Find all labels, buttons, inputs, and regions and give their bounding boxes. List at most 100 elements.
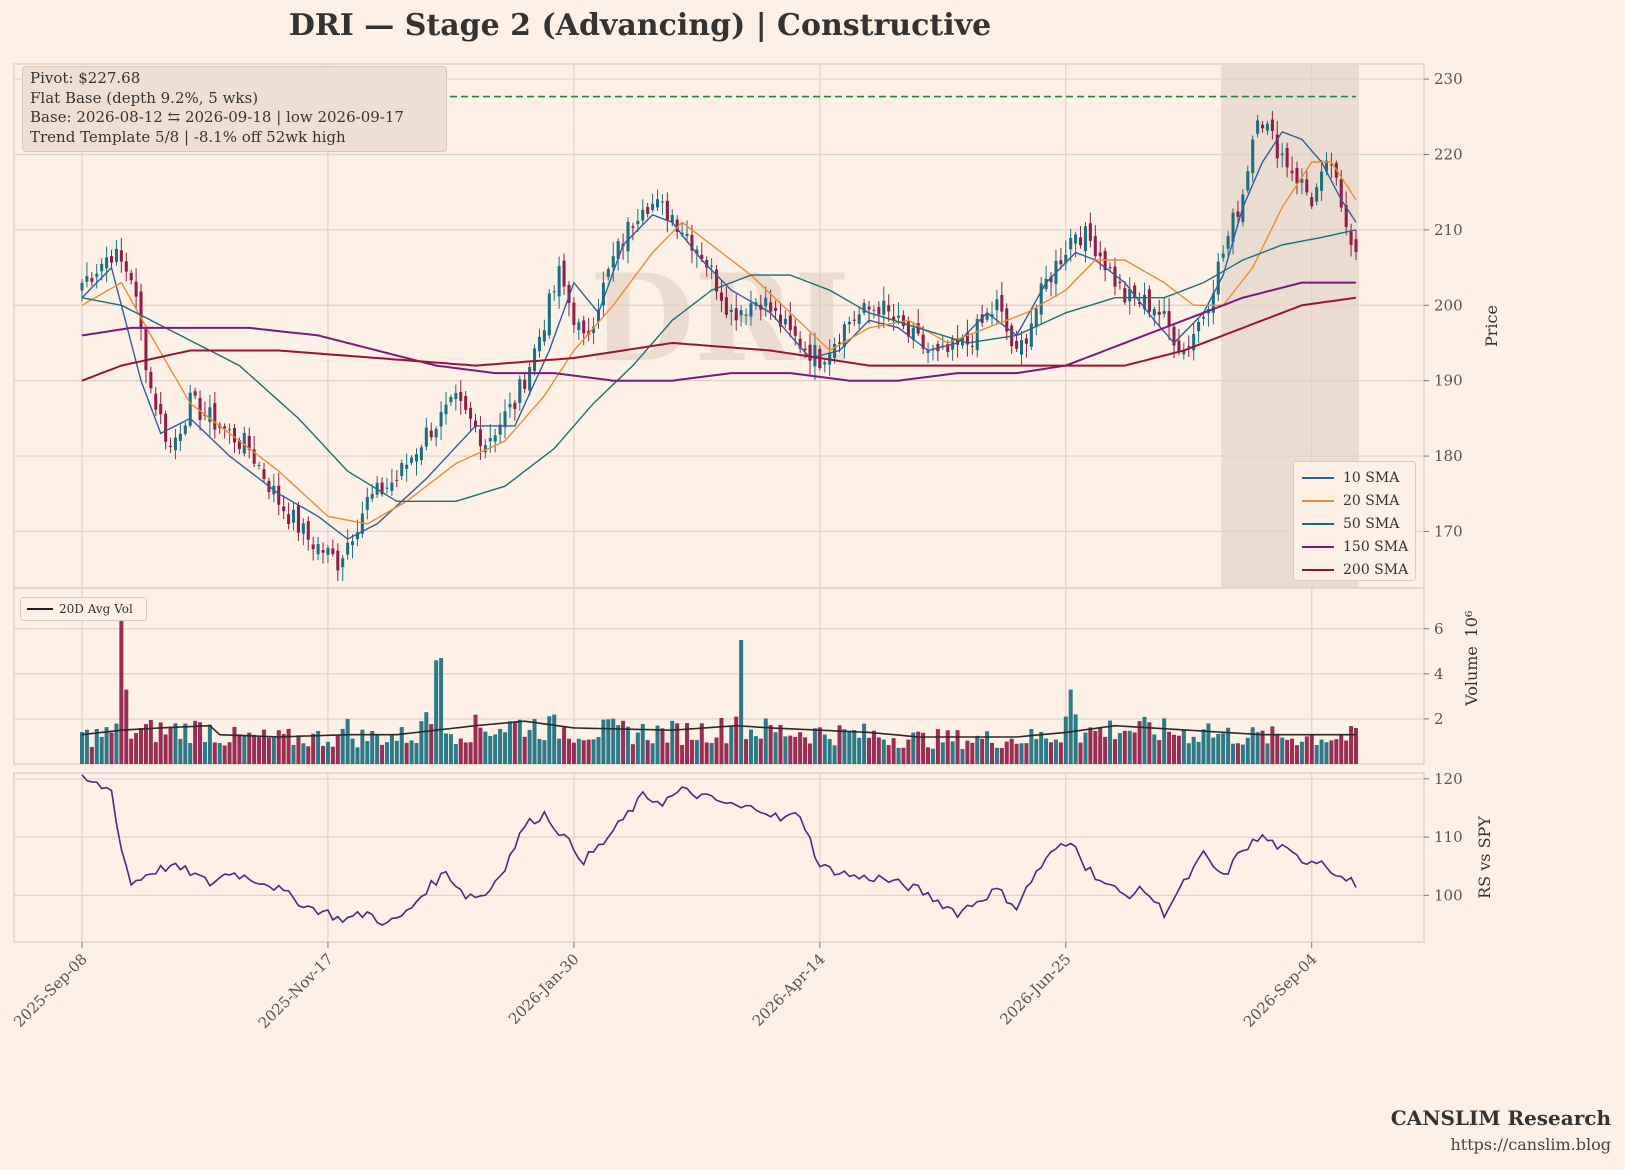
volume-bar xyxy=(257,736,262,764)
volume-bar xyxy=(640,723,645,764)
candle-body xyxy=(995,299,999,311)
candle-body xyxy=(1098,252,1102,257)
volume-bar xyxy=(222,745,227,764)
candle-body xyxy=(1246,171,1250,191)
volume-bar xyxy=(1353,727,1359,764)
candle-body xyxy=(616,241,620,259)
candle-body xyxy=(1187,346,1191,348)
candle-body xyxy=(173,437,177,451)
volume-bar xyxy=(1171,734,1177,764)
candle-body xyxy=(528,367,532,391)
volume-bar xyxy=(237,734,242,764)
volume-bar xyxy=(965,740,970,764)
base-dates-text: Base: 2026-08-12 ⇆ 2026-09-18 | low 2026… xyxy=(30,108,404,126)
volume-bar xyxy=(778,724,783,764)
volume-bar xyxy=(355,747,360,764)
volume-bar xyxy=(443,733,449,764)
rs-frame xyxy=(13,772,1425,943)
volume-bar xyxy=(458,738,463,764)
candle-body xyxy=(341,558,345,568)
volume-bar xyxy=(517,719,522,764)
volume-bar xyxy=(163,734,168,764)
candle-body xyxy=(1034,308,1038,327)
candle-body xyxy=(105,257,109,269)
volume-bar xyxy=(252,734,257,764)
volume-panel: 2 4 6 Volume 10⁶ xyxy=(13,587,1481,765)
volume-bar xyxy=(621,720,626,764)
avg-volume-line xyxy=(81,720,1356,738)
candle-body xyxy=(1290,170,1294,174)
volume-bar xyxy=(1206,723,1211,764)
volume-bar xyxy=(916,731,921,764)
candle-body xyxy=(213,403,217,430)
candle-body xyxy=(1029,323,1033,347)
sma-line-50 xyxy=(81,229,1357,502)
volume-bar xyxy=(724,743,729,764)
price-tick-label: 170 xyxy=(1434,522,1463,540)
candle-body xyxy=(405,464,409,469)
candle-body xyxy=(596,309,601,322)
volume-bar xyxy=(1221,733,1226,764)
volume-bar xyxy=(1108,720,1113,764)
volume-bar xyxy=(1275,733,1280,764)
candle-body xyxy=(892,316,896,321)
volume-bar xyxy=(729,726,734,764)
volume-bar xyxy=(566,738,571,764)
candle-body xyxy=(223,426,227,429)
volume-bar xyxy=(906,739,911,764)
volume-bar xyxy=(399,727,404,764)
legend-entry: 20 SMA xyxy=(1302,489,1407,512)
volume-bar xyxy=(714,737,719,764)
footer-url: https://canslim.blog xyxy=(1450,1135,1611,1154)
candle-body xyxy=(862,303,866,313)
volume-bar xyxy=(1334,739,1339,764)
candle-body xyxy=(842,324,846,347)
volume-bar xyxy=(276,730,281,764)
volume-bar xyxy=(827,739,832,764)
candle-body xyxy=(719,292,723,301)
trend-template-text: Trend Template 5/8 | -8.1% off 52wk high xyxy=(30,127,346,146)
candle-body xyxy=(744,314,748,316)
candle-body xyxy=(665,200,669,221)
volume-bar xyxy=(950,741,955,764)
candle-body xyxy=(867,306,871,310)
volume-bar xyxy=(463,742,468,764)
volume-bar xyxy=(1176,735,1181,764)
candle-body xyxy=(262,469,266,479)
volume-bar xyxy=(896,747,901,764)
candle-body xyxy=(1074,234,1078,244)
candle-body xyxy=(803,348,807,351)
candle-body xyxy=(247,435,251,450)
candle-body xyxy=(1256,120,1260,134)
candle-body xyxy=(700,254,704,259)
candle-body xyxy=(882,300,886,315)
candle-body xyxy=(985,314,989,320)
candle-body xyxy=(208,407,212,422)
candle-body xyxy=(1201,316,1206,319)
candle-body xyxy=(921,334,925,349)
volume-bar xyxy=(429,724,434,764)
volume-bar xyxy=(753,736,758,764)
volume-bar xyxy=(389,735,394,764)
volume-bar xyxy=(217,743,222,764)
candle-body xyxy=(1152,309,1156,316)
candle-body xyxy=(1157,311,1161,315)
volume-bar xyxy=(330,746,335,764)
candle-body xyxy=(291,509,296,523)
volume-bar xyxy=(266,737,271,764)
volume-bar xyxy=(655,725,660,764)
candle-body xyxy=(567,284,571,303)
volume-bar xyxy=(527,729,532,764)
x-tick-label: 2026-Sep-04 xyxy=(1240,950,1321,1031)
volume-bar xyxy=(694,739,699,764)
volume-bar xyxy=(84,729,89,764)
volume-bar xyxy=(807,743,813,764)
candle-body xyxy=(508,403,512,408)
candle-body xyxy=(464,396,468,410)
volume-bar xyxy=(350,738,355,764)
chart-title: DRI — Stage 2 (Advancing) | Constructive xyxy=(289,8,991,43)
candle-body xyxy=(793,326,797,336)
candle-body xyxy=(1339,179,1343,208)
candle-body xyxy=(911,327,915,341)
